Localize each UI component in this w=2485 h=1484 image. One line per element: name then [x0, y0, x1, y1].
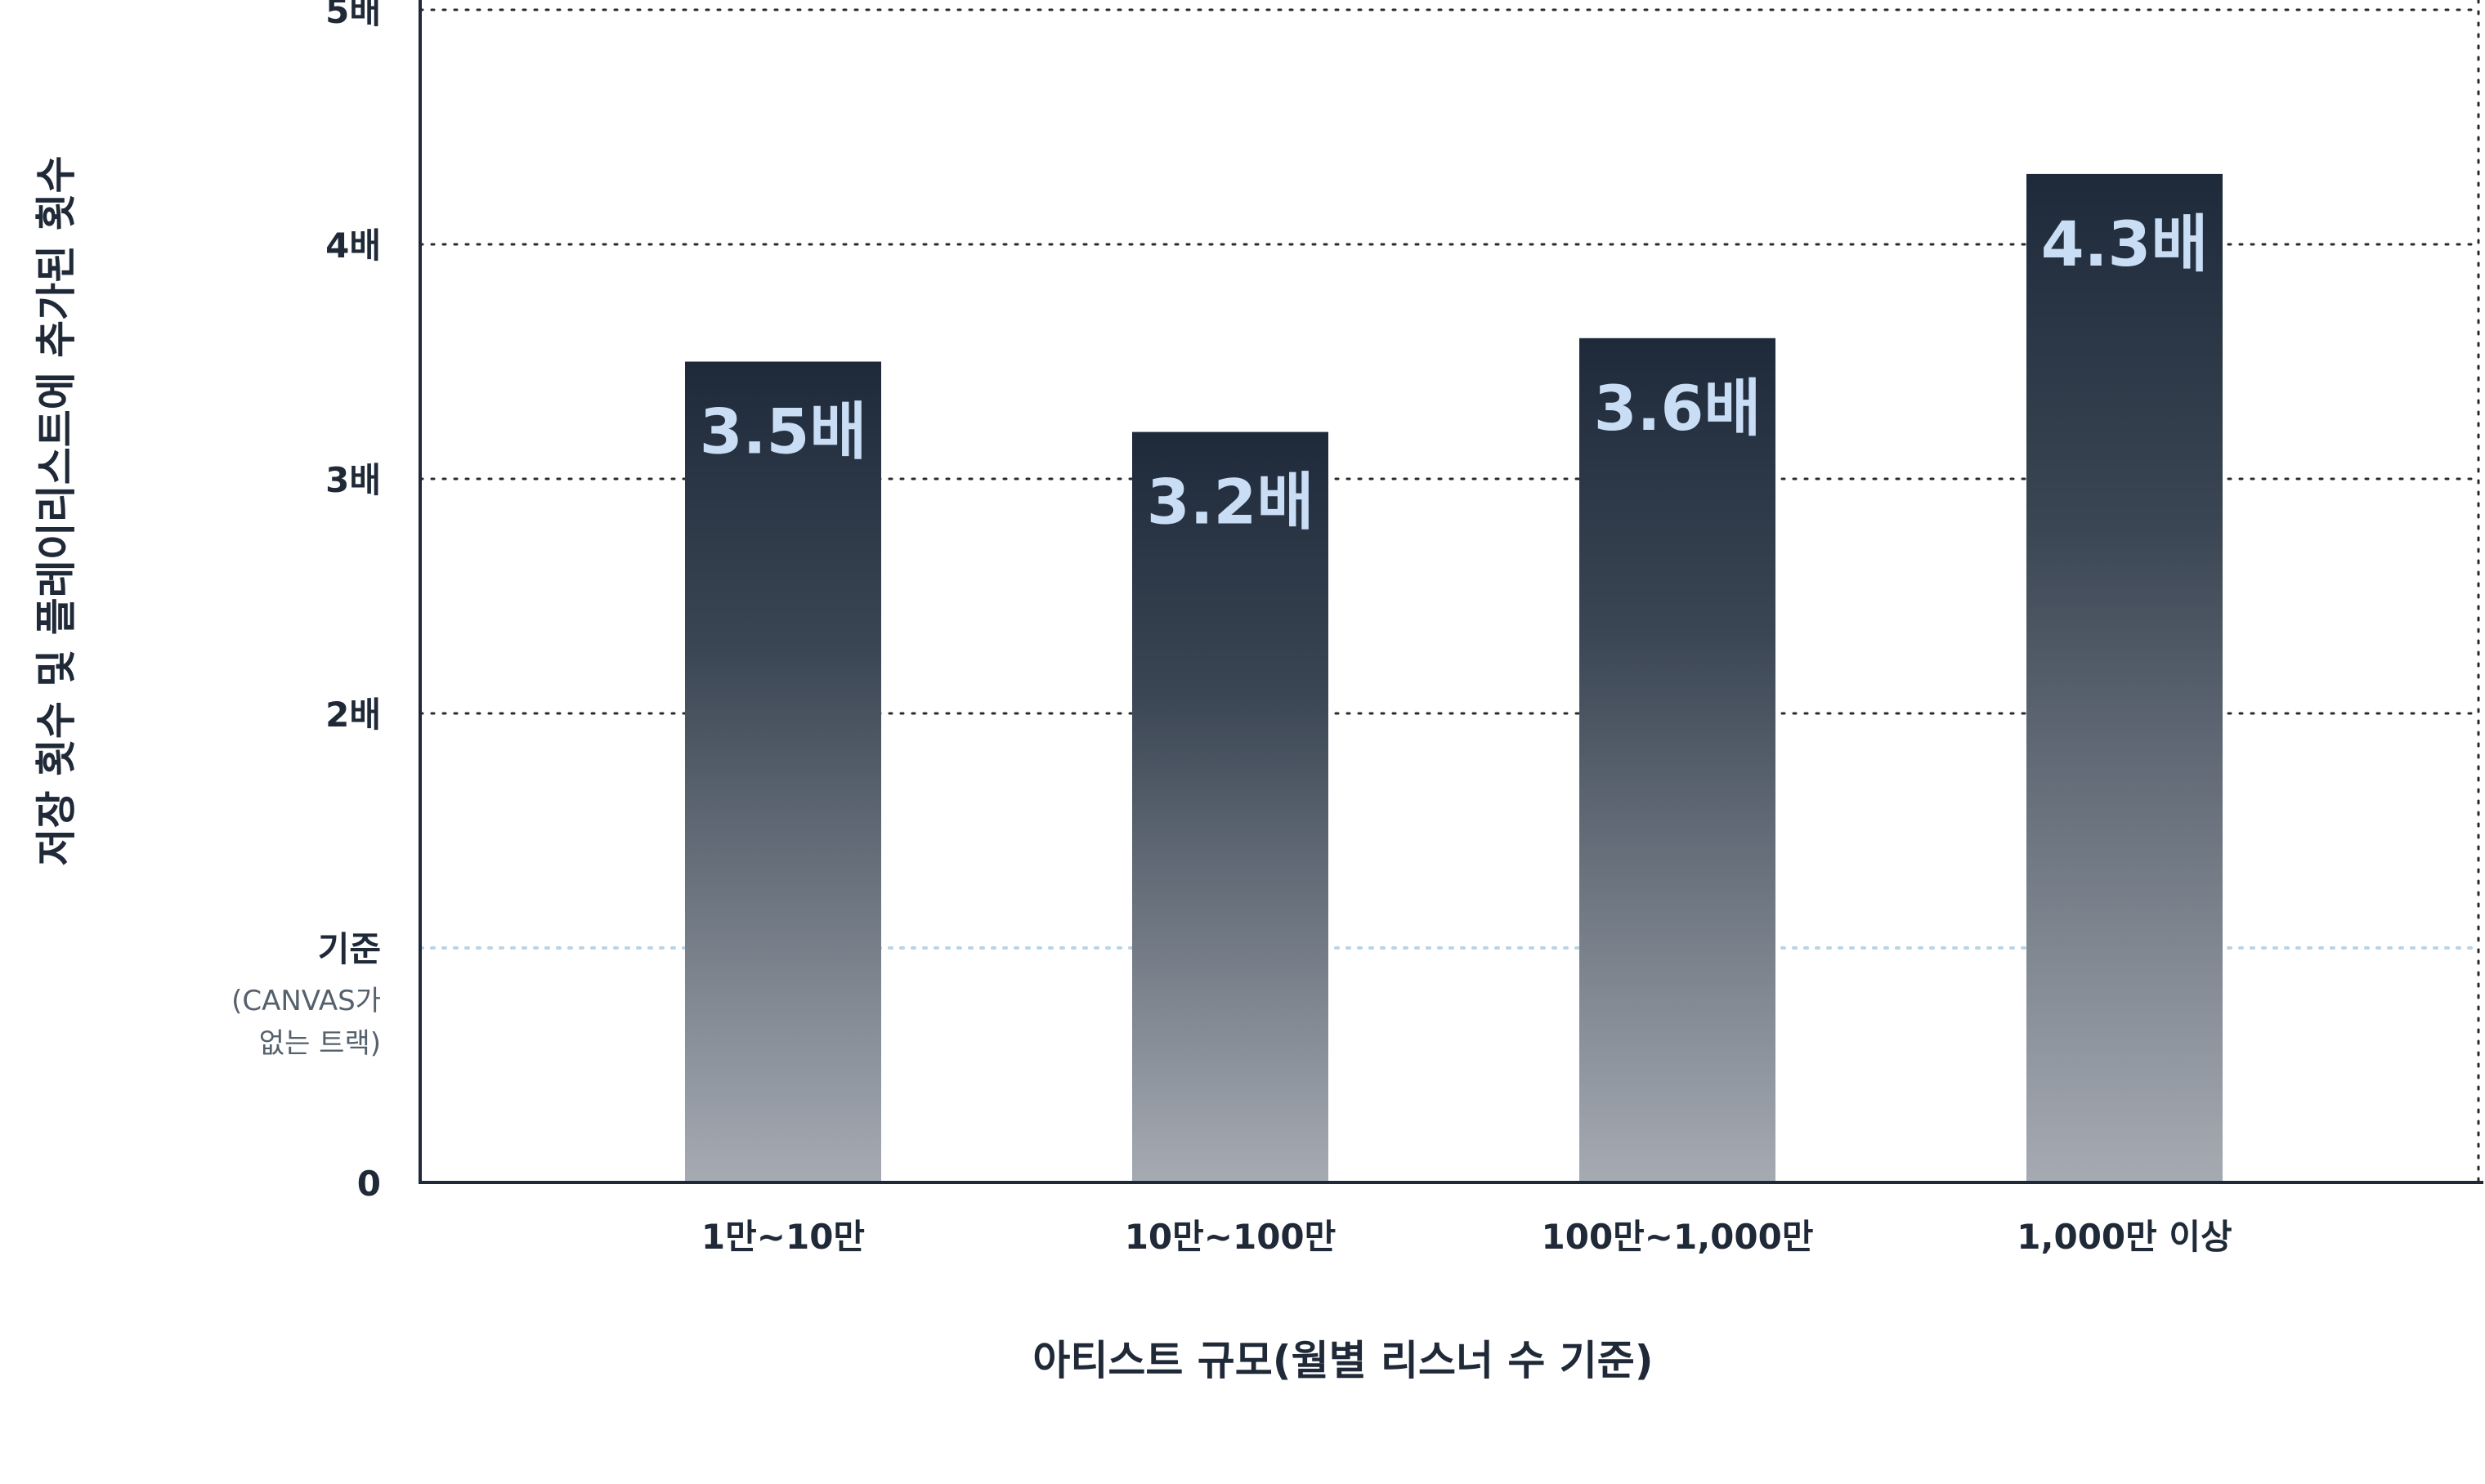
x-axis-title: 아티스트 규모(월별 리스너 수 기준): [1032, 1337, 1653, 1384]
bar-4: [2026, 173, 2223, 1182]
bar-1: [685, 361, 881, 1182]
bars: [685, 173, 2223, 1182]
bar-value-label: 4.3배: [2041, 208, 2209, 280]
bar-2: [1132, 431, 1328, 1182]
y-tick-label: 2배: [325, 695, 381, 735]
axes: [419, 0, 2483, 1184]
y-axis-title: 저장 횟수 및 플레이리스트에 추가된 횟수: [33, 155, 80, 865]
bar-3: [1579, 337, 1775, 1182]
x-tick-label: 1만~10만: [701, 1217, 865, 1257]
y-tick-sublabel: 없는 트랙): [259, 1027, 381, 1060]
y-tick-label: 3배: [325, 460, 381, 500]
bar-value-label: 3.2배: [1147, 466, 1314, 539]
y-tick-label: 기준: [318, 929, 381, 969]
x-tick-label: 10만~100만: [1125, 1217, 1337, 1257]
y-tick-sublabel: (CANVAS가: [231, 985, 381, 1017]
y-tick-label: 0: [357, 1164, 381, 1204]
bar-value-label: 3.5배: [700, 396, 867, 468]
x-tick-label: 1,000만 이상: [2017, 1217, 2232, 1257]
bar-value-label: 3.6배: [1594, 372, 1762, 445]
y-tick-label: 5배: [325, 0, 381, 31]
x-tick-label: 100만~1,000만: [1542, 1217, 1814, 1257]
y-tick-label: 4배: [325, 226, 381, 266]
